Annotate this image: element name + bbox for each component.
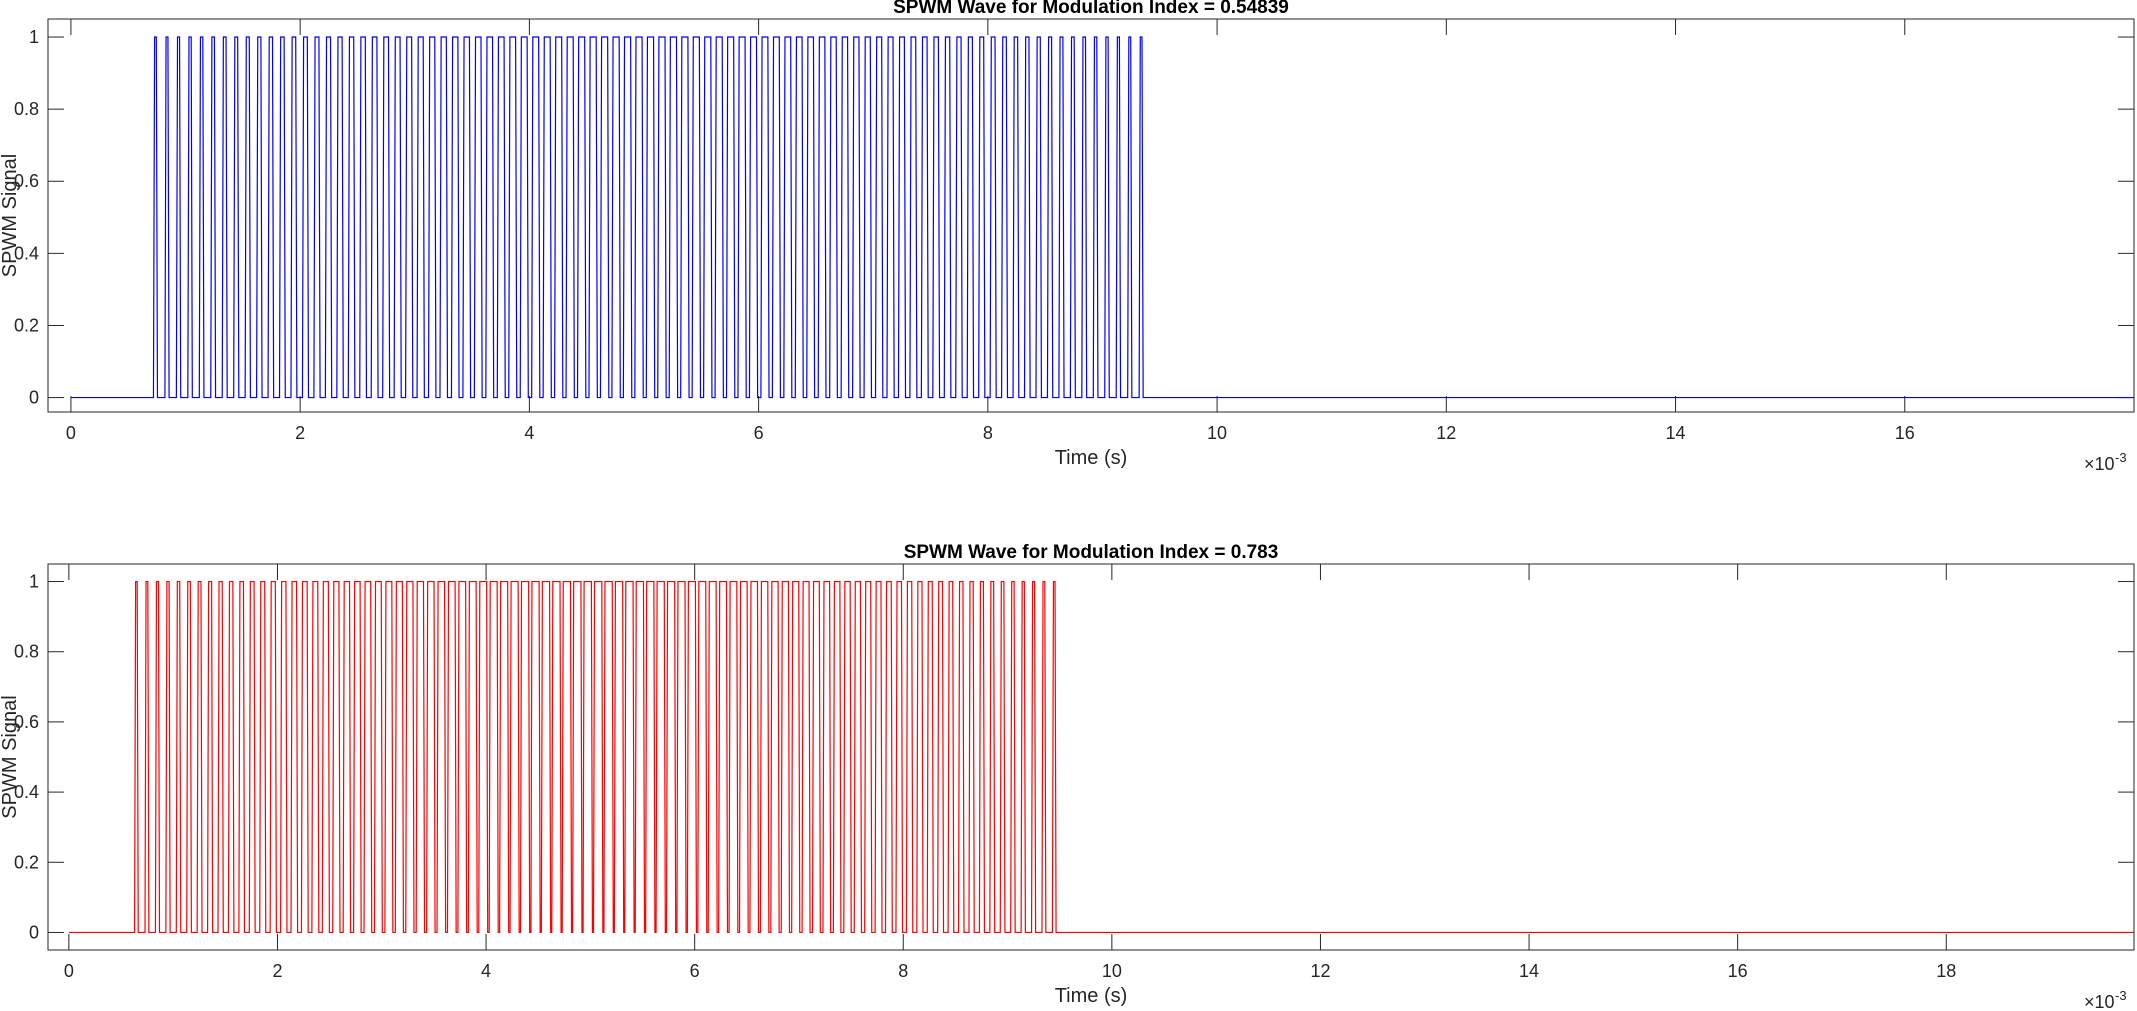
x-tick-label: 4 [524,423,534,443]
y-tick-label: 0.8 [14,99,39,119]
x-multiplier-exponent: -3 [2115,988,2127,1003]
y-axis-label: SPWM Signal [0,695,21,818]
y-tick-label: 0.8 [14,642,39,662]
x-tick-label: 16 [1728,961,1748,981]
x-tick-label: 10 [1102,961,1122,981]
chart-title: SPWM Wave for Modulation Index = 0.54839 [893,0,1289,18]
x-tick-label: 8 [983,423,993,443]
x-tick-label: 2 [272,961,282,981]
y-tick-label: 1 [29,27,39,47]
y-tick-label: 0.6 [14,171,39,191]
y-tick-label: 0.2 [14,315,39,335]
x-tick-label: 4 [481,961,491,981]
y-tick-label: 0 [29,922,39,942]
x-tick-label: 16 [1895,423,1915,443]
chart-2: 0 2 4 6 8 10 12 14 16 18 0 0.2 0.4 0.6 0.8 1 SPWM Wave f… [0,542,2135,1011]
x-tick-label: 14 [1666,423,1686,443]
y-tick-label: 0.4 [14,782,39,802]
axes-box [47,18,2135,413]
series-line-1 [68,580,2134,934]
x-tick-label: 18 [1936,961,1956,981]
x-tick-label: 6 [690,961,700,981]
x-tick-label: 12 [1436,423,1456,443]
chart-1: 0 2 4 6 8 10 12 14 16 0 0.2 0.4 0.6 0.8 1 SPWM Wave for… [0,0,2135,474]
x-tick-label: 14 [1519,961,1539,981]
chart-title: SPWM Wave for Modulation Index = 0.783 [904,542,1279,563]
y-axis-label: SPWM Signal [0,154,21,277]
y-tick-label: 0 [29,388,39,408]
x-tick-label: 10 [1207,423,1227,443]
x-tick-label: 0 [66,423,76,443]
x-axis-label: Time (s) [1055,447,1128,469]
x-multiplier-base: ×10 [2084,454,2115,474]
y-tick-label: 0.6 [14,712,39,732]
x-tick-label: 8 [898,961,908,981]
x-tick-label: 6 [754,423,764,443]
x-tick-label: 12 [1310,961,1330,981]
series-line-1 [70,36,2134,399]
y-tick-label: 0.4 [14,243,39,263]
y-tick-label: 1 [29,572,39,592]
x-multiplier-base: ×10 [2084,992,2115,1011]
axes-box [47,563,2135,951]
x-axis-label: Time (s) [1055,985,1128,1007]
x-tick-label: 0 [64,961,74,981]
x-tick-label: 2 [295,423,305,443]
x-multiplier-exponent: -3 [2115,450,2127,465]
y-tick-label: 0.2 [14,852,39,872]
